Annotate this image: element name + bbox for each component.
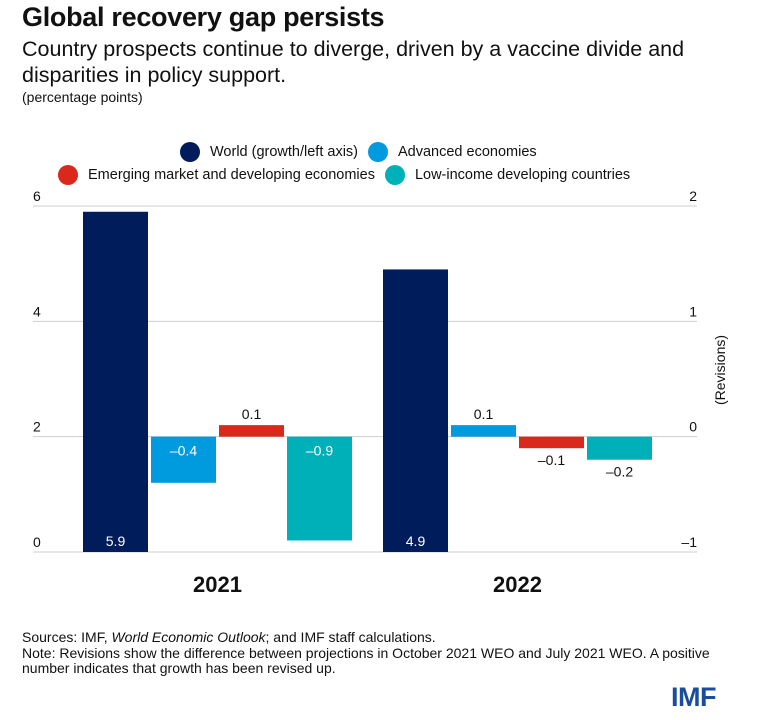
chart-subtitle: Country prospects continue to diverge, d…: [22, 37, 685, 87]
sources-note: Sources: IMF, World Economic Outlook; an…: [22, 629, 436, 645]
legend-label-emerging: Emerging market and developing economies: [88, 167, 375, 183]
sources-publication: World Economic Outlook: [111, 629, 266, 645]
bar-world-growth-left-axis--2021: [83, 211, 148, 552]
bar-advanced-economies-2021: [151, 436, 216, 483]
right-axis-tick-label: 1: [689, 303, 697, 319]
footnote: Sources: IMF, World Economic Outlook; an…: [22, 629, 722, 677]
data-label: 0.1: [474, 406, 494, 422]
left-axis-tick-label: 6: [33, 188, 41, 204]
right-axis-tick-label: –1: [681, 534, 697, 550]
right-axis-label: (Revisions): [712, 335, 728, 405]
legend-swatch-emerging: [58, 165, 78, 185]
legend-label-world: World (growth/left axis): [210, 144, 358, 160]
x-axis-category-label: 2022: [493, 572, 542, 597]
legend-item-world: World (growth/left axis): [180, 142, 358, 162]
legend-swatch-low-income: [384, 165, 405, 185]
right-axis-tick-label: 0: [689, 419, 697, 435]
bar-emerging-market-and-developing-economies-2022: [519, 436, 584, 449]
bar-advanced-economies-2022: [451, 425, 516, 437]
bar-emerging-market-and-developing-economies-2021: [219, 425, 284, 437]
legend-item-advanced: Advanced economies: [368, 142, 537, 162]
data-label: 5.9: [106, 533, 126, 549]
chart-title: Global recovery gap persists: [22, 2, 385, 32]
legend-item-low-income: Low-income developing countries: [384, 165, 631, 185]
left-axis-tick-label: 2: [33, 419, 41, 435]
legend-row-2: Emerging market and developing economies…: [58, 165, 640, 185]
left-axis-tick-label: 4: [33, 303, 41, 319]
revisions-note: Note: Revisions show the difference betw…: [22, 644, 710, 676]
bar-low-income-developing-countries-2021: [287, 436, 352, 541]
legend-label-advanced: Advanced economies: [398, 144, 537, 160]
units-label: (percentage points): [22, 89, 143, 105]
bar-chart: 0 2 4 6 –1 0 1 2 (Revisions) 5.9 –0.4 0.1 –0.9 2021 4.…: [33, 188, 728, 597]
data-label: 4.9: [406, 533, 426, 549]
data-label: –0.9: [306, 443, 333, 459]
data-label: –0.2: [606, 464, 633, 480]
imf-logo: IMF: [671, 682, 717, 712]
legend-swatch-advanced: [368, 142, 388, 162]
data-label: 0.1: [242, 406, 262, 422]
bar-low-income-developing-countries-2022: [587, 436, 652, 460]
data-label: –0.4: [170, 443, 197, 459]
legend-swatch-world: [180, 142, 200, 162]
x-axis-category-label: 2021: [193, 572, 242, 597]
left-axis-tick-label: 0: [33, 534, 41, 550]
legend-label-low-income: Low-income developing countries: [414, 167, 631, 183]
legend-row-1: World (growth/left axis) Advanced econom…: [180, 142, 547, 162]
data-label: –0.1: [538, 452, 565, 468]
right-axis-tick-label: 2: [689, 188, 697, 204]
bar-world-growth-left-axis--2022: [383, 269, 448, 552]
legend-item-emerging: Emerging market and developing economies: [58, 165, 375, 185]
